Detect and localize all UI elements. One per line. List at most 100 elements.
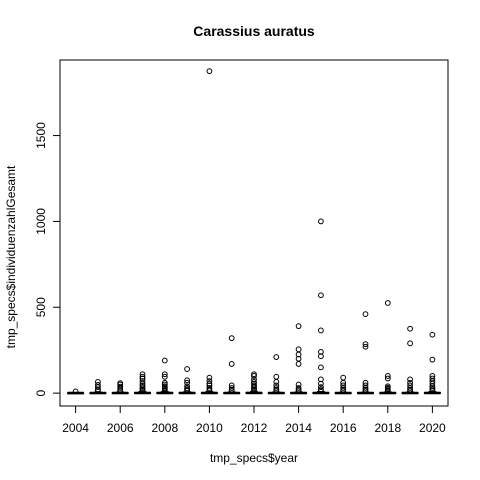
outlier-point [228,361,235,367]
outlier-point [161,383,168,390]
outlier-point [206,380,213,387]
box-2011 [223,335,241,395]
box-2020 [423,331,441,395]
box-2005 [89,379,107,395]
outlier-point [407,325,413,332]
outlier-point [139,373,146,380]
outlier-point [251,380,257,387]
x-axis: 2004 2006 2008 2010 2012 2014 2016 2018 2020 [62,405,446,435]
outlier-point [384,373,391,379]
outlier-point [340,386,347,393]
outlier-point [117,383,124,390]
x-tick-label: 2014 [285,421,312,435]
outlier-point [317,353,324,360]
outlier-point [273,382,280,389]
outlier-point [295,323,302,330]
outlier-point [228,386,235,393]
outlier-point [139,371,146,378]
box-2004 [67,388,85,395]
outlier-point [161,371,168,378]
outlier-point [295,361,302,367]
outlier-point [117,380,124,387]
x-tick-label: 2012 [241,421,268,435]
box-2013 [267,354,285,395]
plot-frame [59,59,449,407]
outlier-point [161,373,168,380]
outlier-point [429,331,436,338]
outlier-point [340,382,347,389]
x-tick-label: 2020 [419,421,446,435]
outlier-point [184,377,191,384]
outlier-point [206,374,213,381]
outlier-point [317,376,324,383]
outlier-point [95,379,101,385]
outlier-point [206,385,213,391]
box-2018 [379,300,397,395]
outlier-point [295,346,302,353]
outlier-point [362,311,369,318]
y-tick-label: 1000 [34,208,48,235]
outlier-point [362,343,369,350]
outlier-point [228,335,235,342]
outlier-point [317,380,324,387]
box-2017 [356,311,374,395]
box-2014 [290,323,308,395]
box-2015 [312,218,330,395]
outlier-point [228,382,235,389]
x-tick-label: 2006 [107,421,134,435]
outlier-point [139,378,146,385]
outlier-point [317,386,324,393]
outlier-point [206,382,213,389]
x-tick-label: 2018 [374,421,401,435]
outlier-point [251,373,257,379]
box-2016 [334,374,352,395]
outlier-point [251,379,257,385]
outlier-point [273,385,280,391]
outlier-point [317,349,324,355]
outlier-point [273,373,280,380]
outlier-point [407,379,413,386]
x-tick-label: 2010 [196,421,223,435]
outlier-point [72,388,79,395]
outlier-point [161,379,168,386]
outlier-point [184,366,191,372]
outlier-point [407,386,413,393]
outlier-point [251,382,257,389]
outlier-point [317,327,324,334]
outlier-point [317,384,324,391]
outlier-point [340,374,347,381]
outlier-point [273,354,280,360]
y-tick-label: 0 [34,389,48,396]
x-tick-label: 2016 [330,421,357,435]
outlier-point [161,381,168,388]
chart-title: Carassius auratus [193,23,315,39]
box-2006 [111,380,129,395]
outlier-point [206,68,213,75]
outlier-point [295,355,302,362]
outlier-point [295,385,302,391]
outlier-point [184,383,191,390]
outlier-point [95,381,101,388]
box-2019 [401,325,419,395]
outlier-point [206,378,213,385]
outlier-point [184,385,191,392]
outlier-point [429,373,436,379]
y-axis: 0 500 1000 1500 [34,122,61,396]
boxes-group [67,68,441,395]
outlier-point [362,386,369,393]
box-2008 [156,357,174,395]
outlier-point [429,375,436,382]
box-2009 [178,366,196,395]
outlier-point [384,383,391,390]
outlier-point [273,379,280,385]
outlier-point [295,381,302,388]
x-tick-label: 2008 [151,421,178,435]
outlier-point [228,385,235,391]
outlier-point [273,386,280,393]
outlier-point [429,356,436,363]
x-axis-label: tmp_specs$year [210,451,298,465]
box-2010 [200,68,218,395]
outlier-point [407,376,413,383]
y-tick-label: 1500 [34,122,48,149]
outlier-point [317,364,324,371]
